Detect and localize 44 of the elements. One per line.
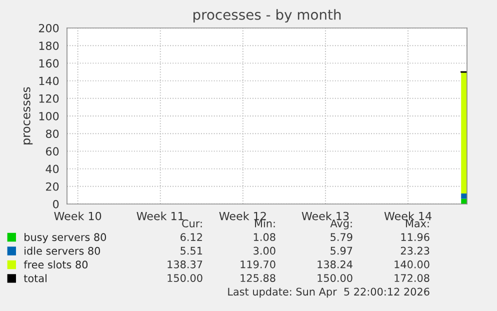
text: 138.24 [318,260,352,268]
y-tick-label: 100 [39,112,59,120]
text: 119.70 [240,260,276,268]
legend-label: total [24,274,46,282]
text: 3.00 [254,246,276,255]
text: 11.96 [401,233,430,242]
y-tick-label: 160 [39,59,59,68]
text: Last update: Sun Apr 5 22:00:12 2026 [228,288,430,298]
y-tick-label: 40 [46,164,59,174]
x-tick-label: Week 11 [136,212,184,220]
text: 5.79 [330,233,352,242]
y-tick-label: 180 [39,42,59,50]
text: 23.23 [400,246,430,255]
text: 5.51 [180,246,202,255]
text: Min: [255,219,275,228]
y-tick-label: 20 [46,182,59,191]
y-tick-label: 60 [46,147,59,156]
text: 172.08 [394,274,430,282]
legend-label: free slots 80 [24,260,88,269]
y-tick-label: 140 [39,76,59,86]
text: 6.12 [180,233,202,242]
text: Cur: [182,219,202,228]
y-tick-label: 120 [39,94,59,103]
x-tick-label: Week 14 [384,212,432,220]
legend-label: busy servers 80 [24,233,106,244]
bar [461,72,467,194]
text: 140.00 [394,260,430,268]
text: 1.08 [254,233,276,242]
x-tick-label: Week 10 [54,212,102,220]
x-tick-label: Week 13 [302,212,349,220]
text: Avg: [330,220,352,230]
text: 150.00 [318,274,352,282]
text: Max: [406,220,429,228]
y-tick-label: 200 [38,24,59,32]
text: 138.37 [168,260,202,268]
x-tick-label: Week 12 [219,212,266,220]
text: 150.00 [168,274,202,282]
y-tick-label: 0 [53,200,59,208]
chart-title: processes - by month [194,9,341,23]
legend-label: idle servers 80 [24,246,100,255]
y-axis-title: processes [24,87,33,144]
text: 5.97 [330,246,352,255]
y-tick-label: 80 [46,130,59,138]
text: 125.88 [240,274,276,282]
